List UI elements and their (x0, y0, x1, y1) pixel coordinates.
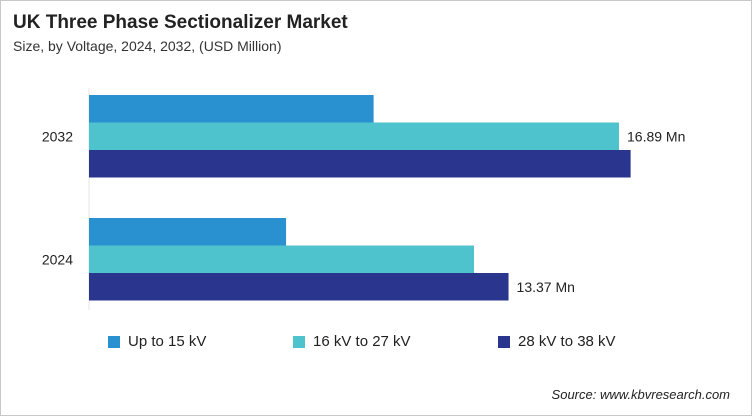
bar (89, 245, 475, 273)
bar (89, 95, 374, 123)
legend-item-16-27kv: 16 kV to 27 kV (293, 333, 411, 350)
data-label: 13.37 Mn (517, 279, 575, 295)
bar (89, 150, 631, 178)
chart-subtitle: Size, by Voltage, 2024, 2032, (USD Milli… (13, 38, 282, 54)
bar (89, 218, 287, 246)
legend-label: 16 kV to 27 kV (313, 333, 411, 350)
bar (89, 122, 619, 150)
data-label: 16.89 Mn (627, 128, 685, 144)
legend-swatch (108, 335, 120, 348)
legend-item-28-38kv: 28 kV to 38 kV (498, 333, 616, 350)
category-label: 2032 (42, 128, 73, 144)
legend-label: 28 kV to 38 kV (518, 333, 616, 350)
legend-item-up-to-15kv: Up to 15 kV (108, 333, 206, 350)
source-note: Source: www.kbvresearch.com (551, 387, 730, 402)
bar (89, 273, 509, 301)
chart-title: UK Three Phase Sectionalizer Market (13, 12, 348, 33)
category-label: 2024 (42, 251, 73, 267)
legend-label: Up to 15 kV (128, 333, 207, 350)
legend-swatch (293, 335, 305, 348)
legend-swatch (498, 335, 510, 348)
